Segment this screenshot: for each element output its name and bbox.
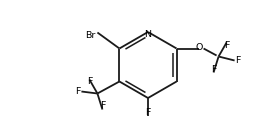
Text: O: O bbox=[196, 43, 203, 52]
Text: N: N bbox=[144, 30, 152, 39]
Text: F: F bbox=[87, 78, 92, 87]
Text: F: F bbox=[145, 108, 151, 117]
Text: F: F bbox=[211, 64, 216, 74]
Text: F: F bbox=[235, 56, 241, 65]
Text: F: F bbox=[100, 102, 105, 111]
Text: F: F bbox=[224, 42, 229, 51]
Text: F: F bbox=[75, 87, 81, 96]
Text: Br: Br bbox=[85, 31, 95, 40]
